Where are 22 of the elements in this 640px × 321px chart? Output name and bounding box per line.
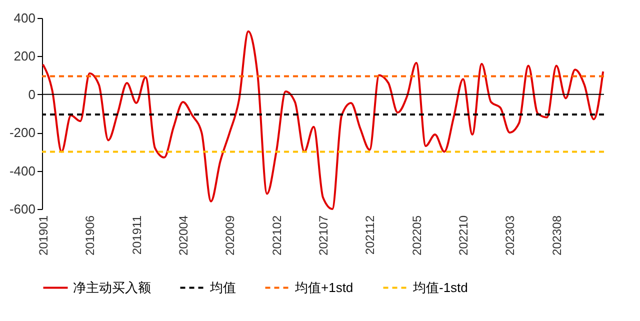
x-tick-label: 201901: [36, 215, 50, 256]
y-tick-label: 200: [14, 48, 36, 64]
x-tick-label: 202210: [456, 215, 471, 256]
x-tick-label: 202205: [410, 215, 424, 256]
legend-label: 均值+1std: [294, 280, 354, 295]
x-tick-label: 202004: [176, 215, 190, 256]
y-tick-label: 400: [14, 10, 36, 26]
x-tick-label: 202303: [503, 215, 518, 256]
legend-label: 均值: [209, 280, 236, 295]
legend-label: 均值-1std: [412, 280, 468, 295]
x-tick-label: 202009: [223, 215, 238, 256]
y-tick-label: -400: [9, 163, 36, 178]
x-tick-label: 202112: [363, 215, 378, 255]
x-tick-label: 202102: [270, 215, 284, 256]
y-tick-label: -200: [9, 125, 36, 140]
x-tick-label: 202308: [550, 215, 564, 256]
x-tick-label: 202107: [316, 215, 330, 256]
y-tick-label: 0: [28, 86, 36, 102]
y-tick-label: -600: [9, 202, 36, 216]
x-tick-label: 201911: [130, 215, 144, 255]
legend-label: 净主动买入额: [73, 280, 151, 295]
x-tick-label: 201906: [83, 215, 98, 256]
